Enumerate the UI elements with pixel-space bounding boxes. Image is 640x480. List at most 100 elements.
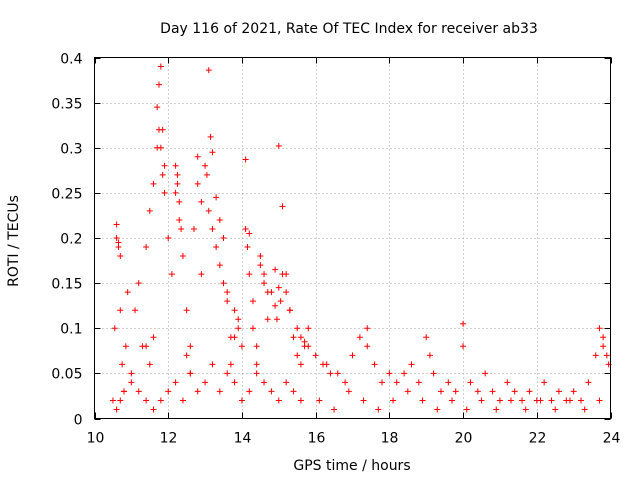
data-point [275, 284, 282, 291]
data-point [378, 379, 385, 386]
data-point [187, 370, 194, 377]
data-point [364, 325, 371, 332]
data-point [548, 397, 555, 404]
data-point [224, 370, 231, 377]
data-point [113, 406, 120, 413]
data-point [268, 388, 275, 395]
data-point [331, 406, 338, 413]
data-point [249, 298, 256, 305]
data-point [449, 397, 456, 404]
data-point [261, 280, 268, 287]
data-point [231, 307, 238, 314]
data-point [452, 388, 459, 395]
data-point [216, 262, 223, 269]
data-point [150, 180, 157, 187]
data-point [161, 162, 168, 169]
data-point [478, 397, 485, 404]
data-point [474, 388, 481, 395]
data-point [305, 325, 312, 332]
y-tick-label: 0 [74, 413, 83, 429]
data-point [146, 207, 153, 214]
data-point [179, 253, 186, 260]
data-point [191, 225, 198, 232]
data-point [246, 271, 253, 278]
data-point [227, 361, 234, 368]
data-point [596, 325, 603, 332]
data-point [297, 334, 304, 341]
data-point [371, 361, 378, 368]
data-point [592, 352, 599, 359]
data-point [176, 198, 183, 205]
data-point [364, 343, 371, 350]
data-point [356, 334, 363, 341]
x-tick-label: 18 [381, 431, 399, 447]
data-point [519, 397, 526, 404]
x-axis-label: GPS time / hours [293, 458, 410, 474]
data-point [216, 388, 223, 395]
data-point [205, 67, 212, 74]
data-point [334, 370, 341, 377]
data-point [504, 379, 511, 386]
data-point [327, 370, 334, 377]
data-point [273, 316, 280, 323]
data-point [600, 334, 607, 341]
data-point [109, 397, 116, 404]
data-point [220, 235, 227, 241]
data-point [202, 379, 209, 386]
data-point [117, 307, 124, 314]
data-point [489, 388, 496, 395]
data-point [272, 302, 279, 309]
data-point [198, 271, 205, 278]
data-point [156, 126, 162, 133]
data-point [165, 388, 172, 395]
data-point [570, 388, 577, 395]
data-point [117, 253, 124, 260]
x-tick-label: 12 [160, 431, 178, 447]
data-point [526, 388, 533, 395]
data-point [124, 289, 131, 296]
data-point [213, 244, 220, 251]
data-point [119, 361, 126, 368]
y-tick-label: 0.3 [60, 142, 82, 158]
data-point [156, 81, 162, 88]
data-point [349, 352, 356, 359]
data-point [172, 162, 179, 169]
data-point [305, 343, 312, 350]
data-point [172, 189, 179, 196]
y-tick-label: 0.35 [51, 97, 82, 113]
data-point [279, 203, 286, 210]
data-point [261, 379, 268, 386]
data-point [113, 221, 120, 228]
x-tick-label: 22 [529, 431, 547, 447]
data-point [578, 397, 585, 404]
data-point [541, 379, 548, 386]
x-tick-label: 24 [603, 431, 621, 447]
data-point [283, 379, 290, 386]
data-point [161, 189, 168, 196]
data-point [493, 406, 500, 413]
data-point [253, 361, 260, 368]
data-point [113, 235, 120, 241]
data-point [122, 343, 129, 350]
data-point [209, 225, 216, 232]
data-point [537, 397, 544, 404]
y-tick-label: 0.2 [60, 232, 82, 248]
data-point [555, 388, 562, 395]
y-tick-label: 0.4 [60, 52, 82, 68]
data-point [168, 271, 175, 278]
data-point [135, 388, 142, 395]
data-point [143, 343, 150, 350]
data-points [109, 63, 612, 413]
data-point [205, 207, 212, 214]
data-point [445, 379, 452, 386]
data-point [301, 338, 308, 345]
data-point [213, 194, 220, 201]
data-point [275, 397, 282, 404]
data-point [430, 370, 437, 377]
data-point [242, 156, 249, 163]
data-point [294, 352, 301, 359]
data-point [183, 352, 190, 359]
data-point [238, 397, 245, 404]
data-point [496, 397, 503, 404]
data-point [426, 352, 433, 359]
